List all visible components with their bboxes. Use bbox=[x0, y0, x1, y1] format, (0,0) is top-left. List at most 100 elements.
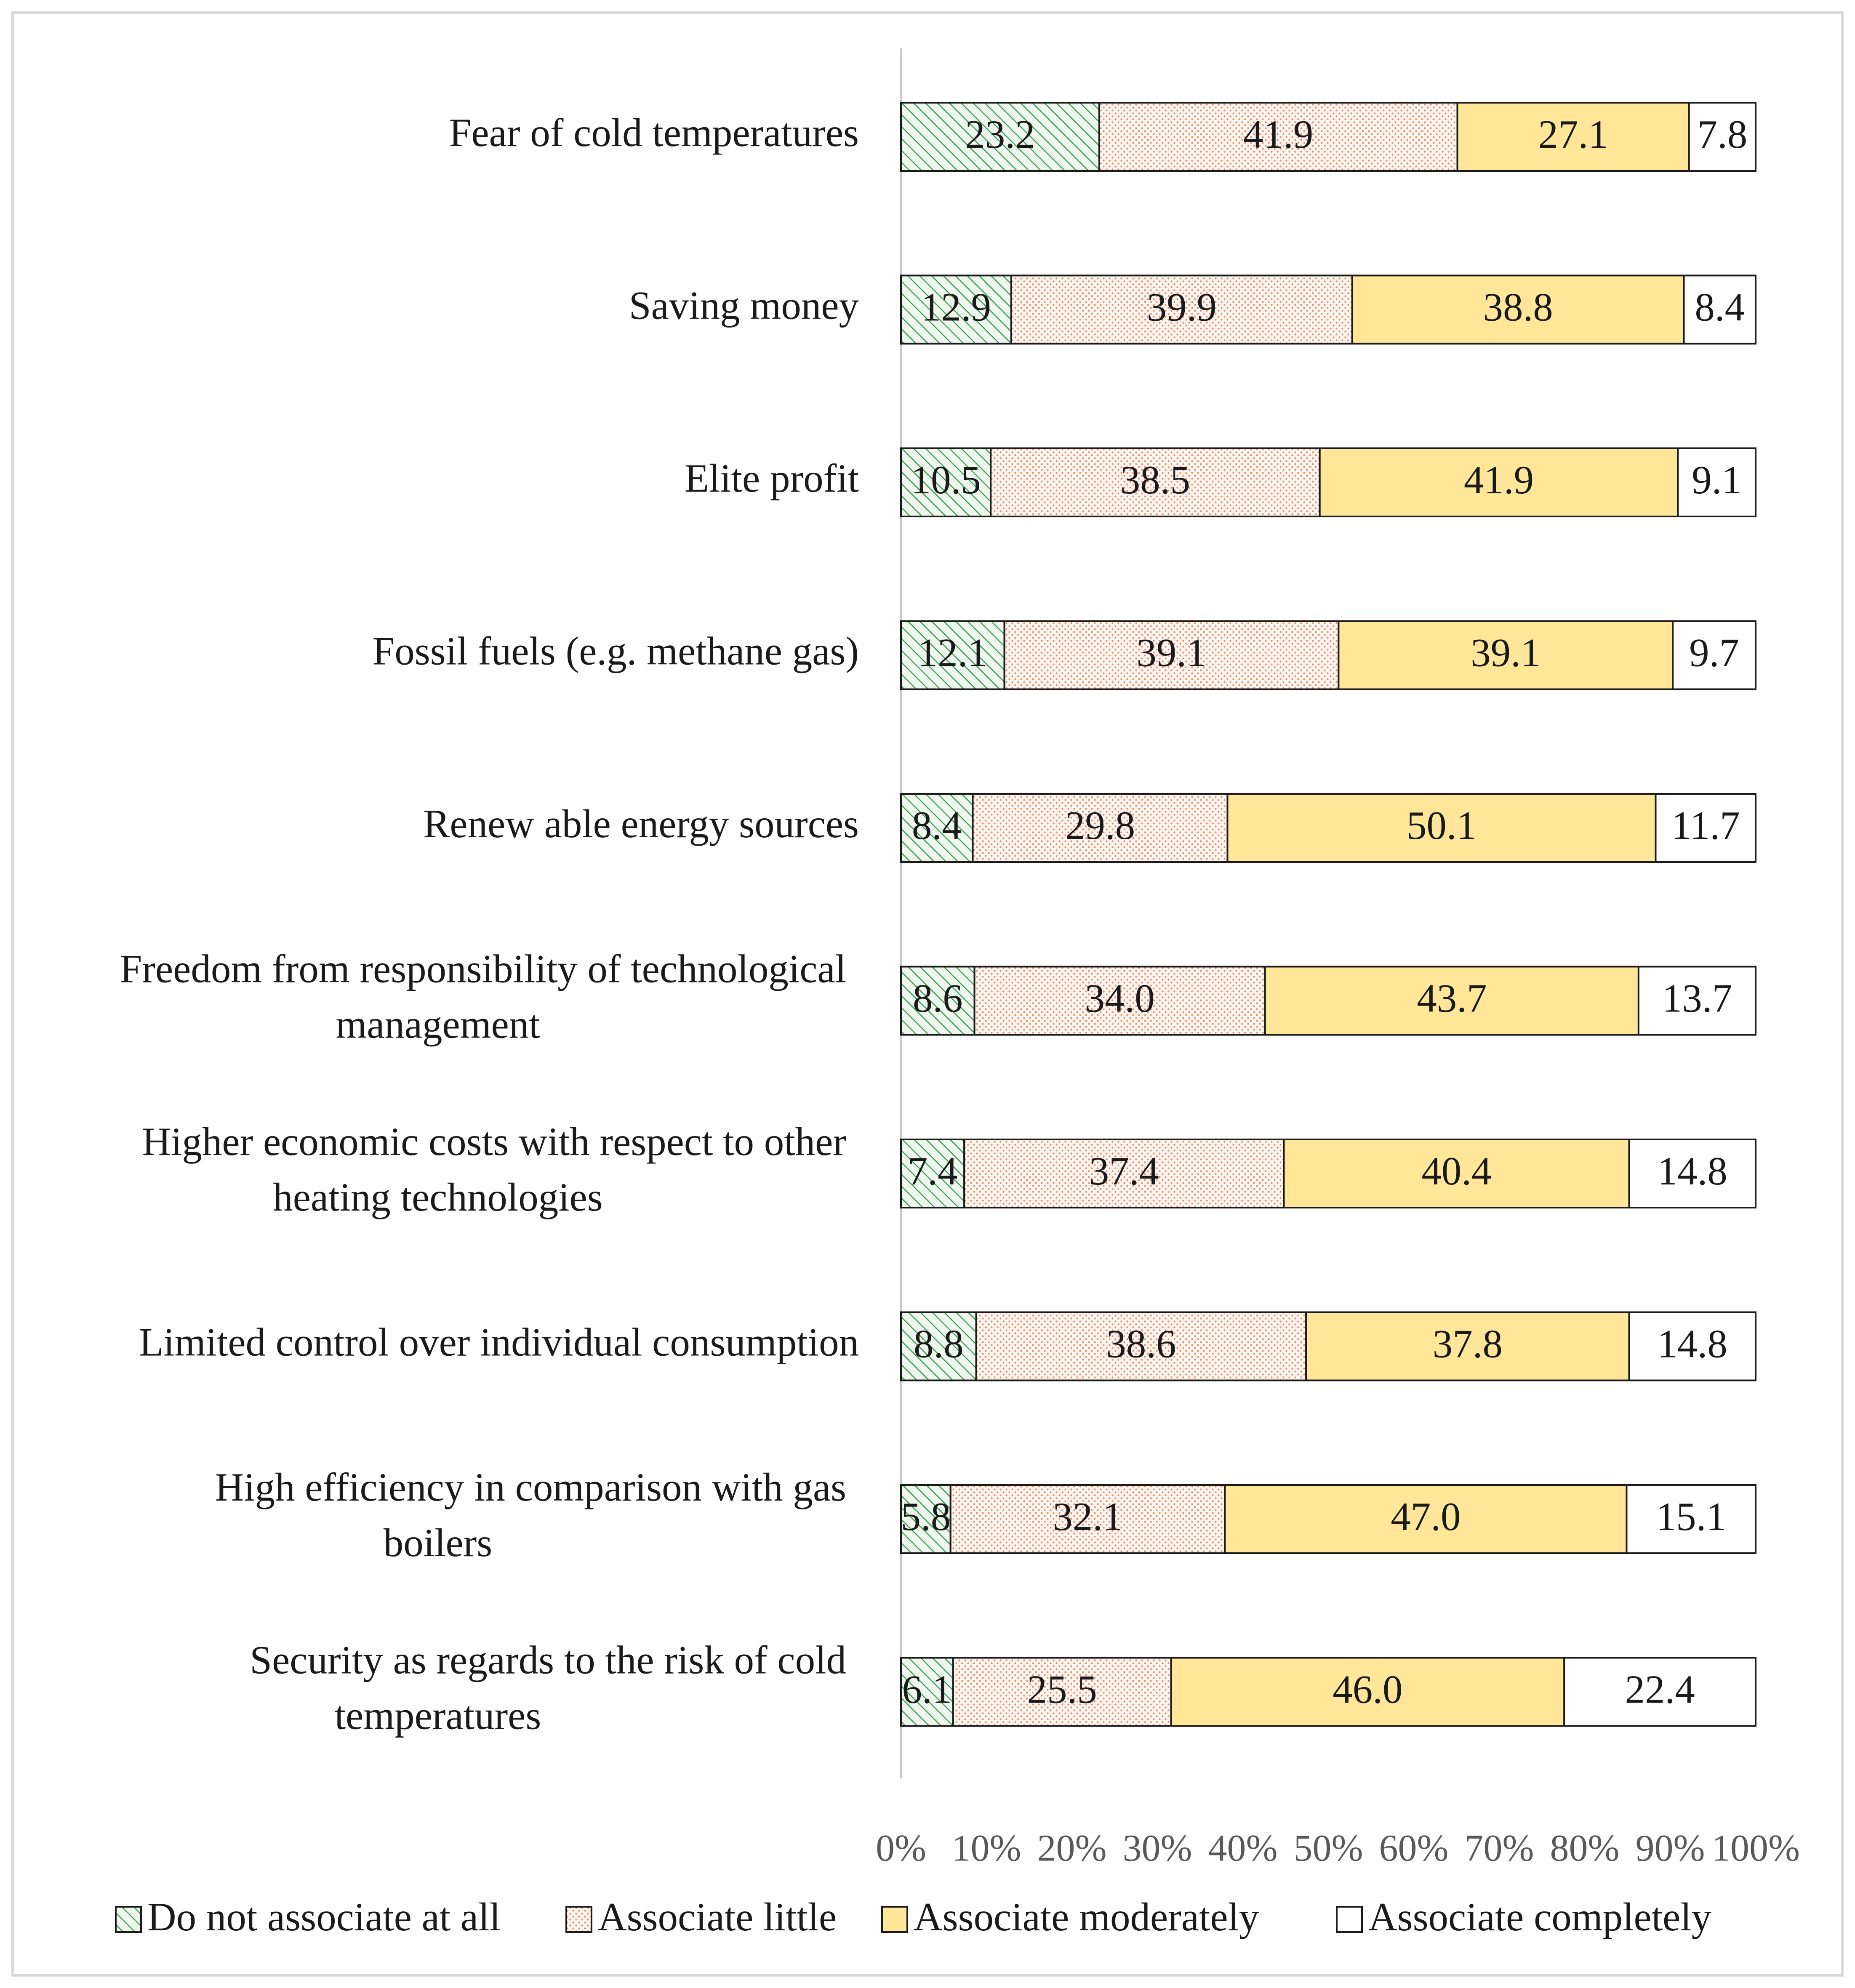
x-tick-labels-layer: 0% 10% 20% 30% 40% 50% 60% 70% 80% 90% 100% bbox=[876, 1828, 1800, 1869]
category-label-10-line-1: Security as regards to the risk of cold bbox=[250, 1637, 846, 1682]
bars-layer: 23.2 41.9 27.1 7.8 12.9 39.9 38.8 8.4 10.5 38.5 41… bbox=[900, 102, 1757, 1727]
bar-segment-associate-little-7 bbox=[963, 1139, 1285, 1208]
bar-segment-associate-little-3 bbox=[990, 447, 1321, 517]
bar-segment-associate-completely-10 bbox=[1563, 1657, 1757, 1727]
legend-swatch-associate-moderately bbox=[881, 1906, 908, 1933]
data-label-do-not-associate-at-all-7: 7.4 bbox=[908, 1149, 958, 1193]
bar-segment-associate-little-5 bbox=[972, 793, 1229, 863]
data-label-associate-little-5: 29.8 bbox=[1065, 803, 1135, 848]
data-label-associate-moderately-8: 37.8 bbox=[1433, 1321, 1503, 1366]
category-label-8: Limited control over individual consumpt… bbox=[139, 1320, 859, 1364]
bar-segment-associate-completely-4 bbox=[1672, 620, 1757, 690]
data-label-associate-completely-1: 7.8 bbox=[1697, 112, 1747, 157]
bar-segment-do-not-associate-at-all-4 bbox=[900, 620, 1005, 690]
category-label-7-line-2: heating technologies bbox=[273, 1175, 603, 1219]
data-label-associate-moderately-1: 27.1 bbox=[1538, 112, 1608, 157]
data-label-do-not-associate-at-all-2: 12.9 bbox=[921, 285, 991, 329]
bar-segment-associate-moderately-9 bbox=[1224, 1484, 1628, 1554]
bar-segment-associate-completely-1 bbox=[1688, 102, 1756, 172]
data-label-associate-completely-9: 15.1 bbox=[1656, 1494, 1726, 1539]
data-label-do-not-associate-at-all-8: 8.8 bbox=[914, 1321, 964, 1366]
x-tick-label-5: 40% bbox=[1208, 1828, 1278, 1869]
bar-segment-do-not-associate-at-all-9 bbox=[900, 1484, 951, 1554]
bar-segment-associate-moderately-8 bbox=[1305, 1311, 1630, 1381]
bar-segment-associate-little-9 bbox=[949, 1484, 1226, 1554]
data-label-associate-moderately-6: 43.7 bbox=[1417, 976, 1487, 1020]
bar-segment-associate-completely-8 bbox=[1628, 1311, 1757, 1381]
x-tick-label-3: 20% bbox=[1037, 1828, 1107, 1869]
category-label-9-line-2: boilers bbox=[384, 1520, 493, 1565]
data-label-do-not-associate-at-all-1: 23.2 bbox=[965, 112, 1035, 157]
bar-segment-associate-completely-6 bbox=[1637, 966, 1756, 1036]
x-tick-label-11: 100% bbox=[1711, 1828, 1800, 1869]
category-label-3: Elite profit bbox=[685, 456, 859, 500]
bar-segment-associate-moderately-6 bbox=[1264, 966, 1639, 1036]
bar-segment-associate-moderately-7 bbox=[1283, 1139, 1630, 1208]
bar-segment-do-not-associate-at-all-3 bbox=[900, 447, 992, 517]
category-label-5: Renew able energy sources bbox=[423, 801, 859, 846]
data-label-associate-moderately-5: 50.1 bbox=[1407, 803, 1477, 848]
category-labels-layer: Fear of cold temperatures Saving money Eli… bbox=[120, 110, 859, 1738]
legend-label-do-not-associate-at-all: Do not associate at all bbox=[147, 1895, 501, 1939]
bar-segment-do-not-associate-at-all-5 bbox=[900, 793, 974, 863]
category-label-2: Saving money bbox=[629, 283, 859, 327]
category-label-4: Fossil fuels (e.g. methane gas) bbox=[372, 628, 859, 673]
bar-segment-associate-little-4 bbox=[1003, 620, 1340, 690]
bar-segment-associate-little-1 bbox=[1098, 102, 1458, 172]
data-label-do-not-associate-at-all-9: 5.8 bbox=[901, 1494, 951, 1539]
data-label-associate-completely-4: 9.7 bbox=[1689, 630, 1739, 675]
data-label-do-not-associate-at-all-5: 8.4 bbox=[912, 803, 962, 848]
category-label-7-line-1: Higher economic costs with respect to ot… bbox=[142, 1119, 846, 1164]
data-label-associate-moderately-3: 41.9 bbox=[1464, 458, 1534, 502]
bar-segment-associate-little-6 bbox=[973, 966, 1266, 1036]
category-label-6-line-2: management bbox=[336, 1002, 540, 1046]
data-label-associate-completely-10: 22.4 bbox=[1625, 1667, 1695, 1711]
legend-swatch-associate-little bbox=[565, 1906, 592, 1933]
bar-segment-associate-completely-9 bbox=[1626, 1484, 1756, 1554]
data-label-associate-little-3: 38.5 bbox=[1120, 458, 1190, 502]
x-tick-label-4: 30% bbox=[1123, 1828, 1192, 1869]
bar-segment-do-not-associate-at-all-10 bbox=[900, 1657, 954, 1727]
data-label-associate-little-1: 41.9 bbox=[1243, 112, 1313, 157]
data-label-associate-completely-6: 13.7 bbox=[1662, 976, 1732, 1020]
legend-label-associate-completely: Associate completely bbox=[1368, 1895, 1712, 1939]
legend-label-associate-little: Associate little bbox=[598, 1895, 837, 1939]
data-label-do-not-associate-at-all-3: 10.5 bbox=[911, 458, 981, 502]
bar-segment-associate-completely-5 bbox=[1655, 793, 1756, 863]
bar-segment-associate-little-8 bbox=[975, 1311, 1307, 1381]
bar-segment-associate-moderately-10 bbox=[1170, 1657, 1565, 1727]
x-tick-label-2: 10% bbox=[952, 1828, 1021, 1869]
data-label-associate-little-10: 25.5 bbox=[1027, 1667, 1097, 1711]
data-label-associate-little-6: 34.0 bbox=[1085, 976, 1155, 1020]
category-label-6-line-1: Freedom from responsibility of technolog… bbox=[120, 946, 846, 991]
x-tick-label-1: 0% bbox=[876, 1828, 926, 1869]
category-label-10-line-2: temperatures bbox=[335, 1693, 541, 1738]
bar-segment-do-not-associate-at-all-7 bbox=[900, 1139, 965, 1208]
bar-segment-do-not-associate-at-all-8 bbox=[900, 1311, 977, 1381]
data-label-do-not-associate-at-all-6: 8.6 bbox=[913, 976, 963, 1020]
bar-segment-associate-completely-7 bbox=[1628, 1139, 1757, 1208]
x-tick-label-10: 90% bbox=[1636, 1828, 1705, 1869]
data-label-associate-moderately-9: 47.0 bbox=[1391, 1494, 1461, 1539]
data-label-associate-moderately-10: 46.0 bbox=[1333, 1667, 1402, 1711]
x-tick-label-9: 80% bbox=[1550, 1828, 1620, 1869]
data-label-associate-little-7: 37.4 bbox=[1089, 1149, 1159, 1193]
data-label-associate-completely-8: 14.8 bbox=[1658, 1321, 1727, 1366]
data-label-associate-little-8: 38.6 bbox=[1106, 1321, 1176, 1366]
legend-layer: Do not associate at all Associate little A… bbox=[115, 1895, 1712, 1939]
bar-segment-associate-completely-2 bbox=[1683, 274, 1756, 345]
data-label-associate-completely-2: 8.4 bbox=[1695, 285, 1745, 329]
x-tick-label-7: 60% bbox=[1379, 1828, 1449, 1869]
data-label-associate-moderately-4: 39.1 bbox=[1471, 630, 1541, 675]
legend-label-associate-moderately: Associate moderately bbox=[914, 1895, 1259, 1939]
bar-segment-do-not-associate-at-all-1 bbox=[900, 102, 1100, 172]
bar-segment-associate-moderately-4 bbox=[1338, 620, 1674, 690]
data-label-associate-completely-5: 11.7 bbox=[1671, 803, 1740, 848]
data-label-associate-moderately-7: 40.4 bbox=[1421, 1149, 1491, 1193]
data-label-associate-completely-3: 9.1 bbox=[1692, 458, 1742, 502]
data-label-associate-moderately-2: 38.8 bbox=[1483, 285, 1553, 329]
bar-segment-associate-moderately-3 bbox=[1319, 447, 1679, 517]
category-label-9-line-1: High efficiency in comparison with gas bbox=[215, 1465, 846, 1509]
data-label-associate-little-4: 39.1 bbox=[1136, 630, 1206, 675]
data-label-do-not-associate-at-all-10: 6.1 bbox=[902, 1667, 952, 1711]
